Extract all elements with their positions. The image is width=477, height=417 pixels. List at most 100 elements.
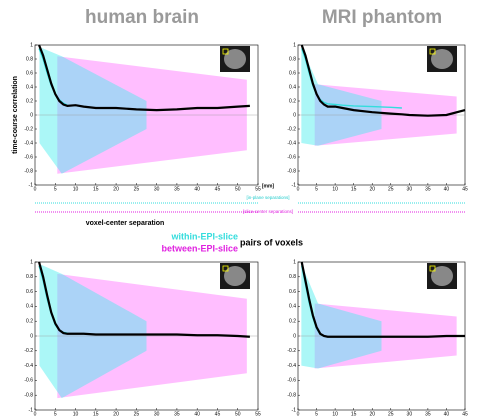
x-tick-label: 55 <box>255 411 261 417</box>
y-tick-label: 0.4 <box>289 304 296 310</box>
y-tick-label: -1 <box>29 407 34 413</box>
x-tick-label: 5 <box>54 411 57 417</box>
x-tick-label: 15 <box>93 186 99 192</box>
thumbnail-marker <box>429 48 436 55</box>
y-tick-label: 1 <box>30 259 33 265</box>
x-tick-label: 15 <box>93 411 99 417</box>
y-tick-label: -0.4 <box>287 140 296 146</box>
y-tick-label: -0.2 <box>24 126 33 132</box>
x-tick-label: 10 <box>332 186 338 192</box>
x-tick-label: 20 <box>369 186 375 192</box>
x-tick-label: 50 <box>235 411 241 417</box>
y-tick-label: -0.6 <box>287 154 296 160</box>
x-tick-label: 5 <box>315 186 318 192</box>
y-tick-label: 1 <box>293 259 296 265</box>
thumbnail-marker <box>222 48 229 55</box>
y-tick-label: 0.8 <box>289 56 296 62</box>
y-tick-label: 0.2 <box>26 319 33 325</box>
y-tick-label: 1 <box>293 42 296 48</box>
thumbnail-marker <box>429 265 436 272</box>
y-tick-label: 0.6 <box>289 289 296 295</box>
y-tick-label: 0.6 <box>26 289 33 295</box>
legend-label: within-EPI-slice <box>170 231 238 241</box>
y-tick-label: 0.2 <box>26 98 33 104</box>
x-tick-label: 30 <box>407 186 413 192</box>
y-tick-label: -0.4 <box>24 140 33 146</box>
y-tick-label: 0 <box>293 333 296 339</box>
scatter-cloud <box>301 264 382 369</box>
scatter-cloud <box>39 47 147 174</box>
x-tick-label: 30 <box>407 411 413 417</box>
thumbnail-image <box>431 266 453 286</box>
panel-title: human brain <box>85 7 199 28</box>
series-line <box>300 261 465 338</box>
x-tick-label: 15 <box>351 186 357 192</box>
x-tick-label: 35 <box>425 186 431 192</box>
x-tick-label: 45 <box>462 411 468 417</box>
y-tick-label: 0.4 <box>26 304 33 310</box>
x-tick-label: 20 <box>113 411 119 417</box>
x-tick-label: 25 <box>134 186 140 192</box>
y-tick-label: -0.8 <box>287 393 296 399</box>
y-tick-label: 0.4 <box>289 84 296 90</box>
y-tick-label: -0.8 <box>287 168 296 174</box>
y-axis-label: time-course correlation <box>12 76 19 154</box>
y-tick-label: 0.2 <box>289 98 296 104</box>
x-unit: [mm] <box>262 183 275 189</box>
y-tick-label: -1 <box>292 407 297 413</box>
y-tick-label: -1 <box>292 182 297 188</box>
x-tick-label: 55 <box>255 186 261 192</box>
y-tick-label: -0.6 <box>287 378 296 384</box>
y-tick-label: -0.2 <box>24 348 33 354</box>
y-tick-label: -0.6 <box>24 154 33 160</box>
x-tick-label: 10 <box>73 411 79 417</box>
y-tick-label: 0.6 <box>289 70 296 76</box>
x-tick-label: 40 <box>444 411 450 417</box>
x-tick-label: 5 <box>54 186 57 192</box>
x-tick-label: 10 <box>332 411 338 417</box>
x-tick-label: 35 <box>425 411 431 417</box>
x-tick-label: 35 <box>174 411 180 417</box>
x-tick-label: 25 <box>388 411 394 417</box>
x-tick-label: 0 <box>34 411 37 417</box>
thumbnail-image <box>224 49 246 69</box>
x-tick-label: 25 <box>388 186 394 192</box>
y-tick-label: 0.8 <box>289 274 296 280</box>
y-tick-label: -0.4 <box>24 363 33 369</box>
y-tick-label: -1 <box>29 182 34 188</box>
x-tick-label: 20 <box>113 186 119 192</box>
note: [slice-center separations] <box>243 209 293 214</box>
note: [in-plane separations] <box>246 195 289 200</box>
panel-title: MRI phantom <box>322 7 442 28</box>
x-tick-label: 0 <box>297 186 300 192</box>
x-tick-label: 40 <box>194 186 200 192</box>
series-line <box>37 261 250 338</box>
x-tick-label: 0 <box>297 411 300 417</box>
legend-suffix: pairs of voxels <box>240 237 303 247</box>
x-tick-label: 50 <box>235 186 241 192</box>
scatter-cloud <box>301 47 382 146</box>
x-tick-label: 35 <box>174 186 180 192</box>
series-line <box>38 44 250 112</box>
x-tick-label: 30 <box>154 186 160 192</box>
x-tick-label: 25 <box>134 411 140 417</box>
thumbnail-image <box>224 266 246 286</box>
x-axis-label: voxel-center separation <box>86 220 165 227</box>
x-tick-label: 5 <box>315 411 318 417</box>
x-tick-label: 45 <box>462 186 468 192</box>
y-tick-label: 0.2 <box>289 319 296 325</box>
y-tick-label: 0 <box>30 333 33 339</box>
x-tick-label: 45 <box>215 186 221 192</box>
y-tick-label: -0.2 <box>287 348 296 354</box>
thumbnail-marker <box>222 265 229 272</box>
series-line <box>300 44 466 117</box>
y-tick-label: -0.4 <box>287 363 296 369</box>
thumbnail-image <box>431 49 453 69</box>
y-tick-label: 0 <box>30 112 33 118</box>
y-tick-label: 0.4 <box>26 84 33 90</box>
x-tick-label: 10 <box>73 186 79 192</box>
y-tick-label: -0.6 <box>24 378 33 384</box>
x-tick-label: 0 <box>34 186 37 192</box>
x-tick-label: 40 <box>194 411 200 417</box>
